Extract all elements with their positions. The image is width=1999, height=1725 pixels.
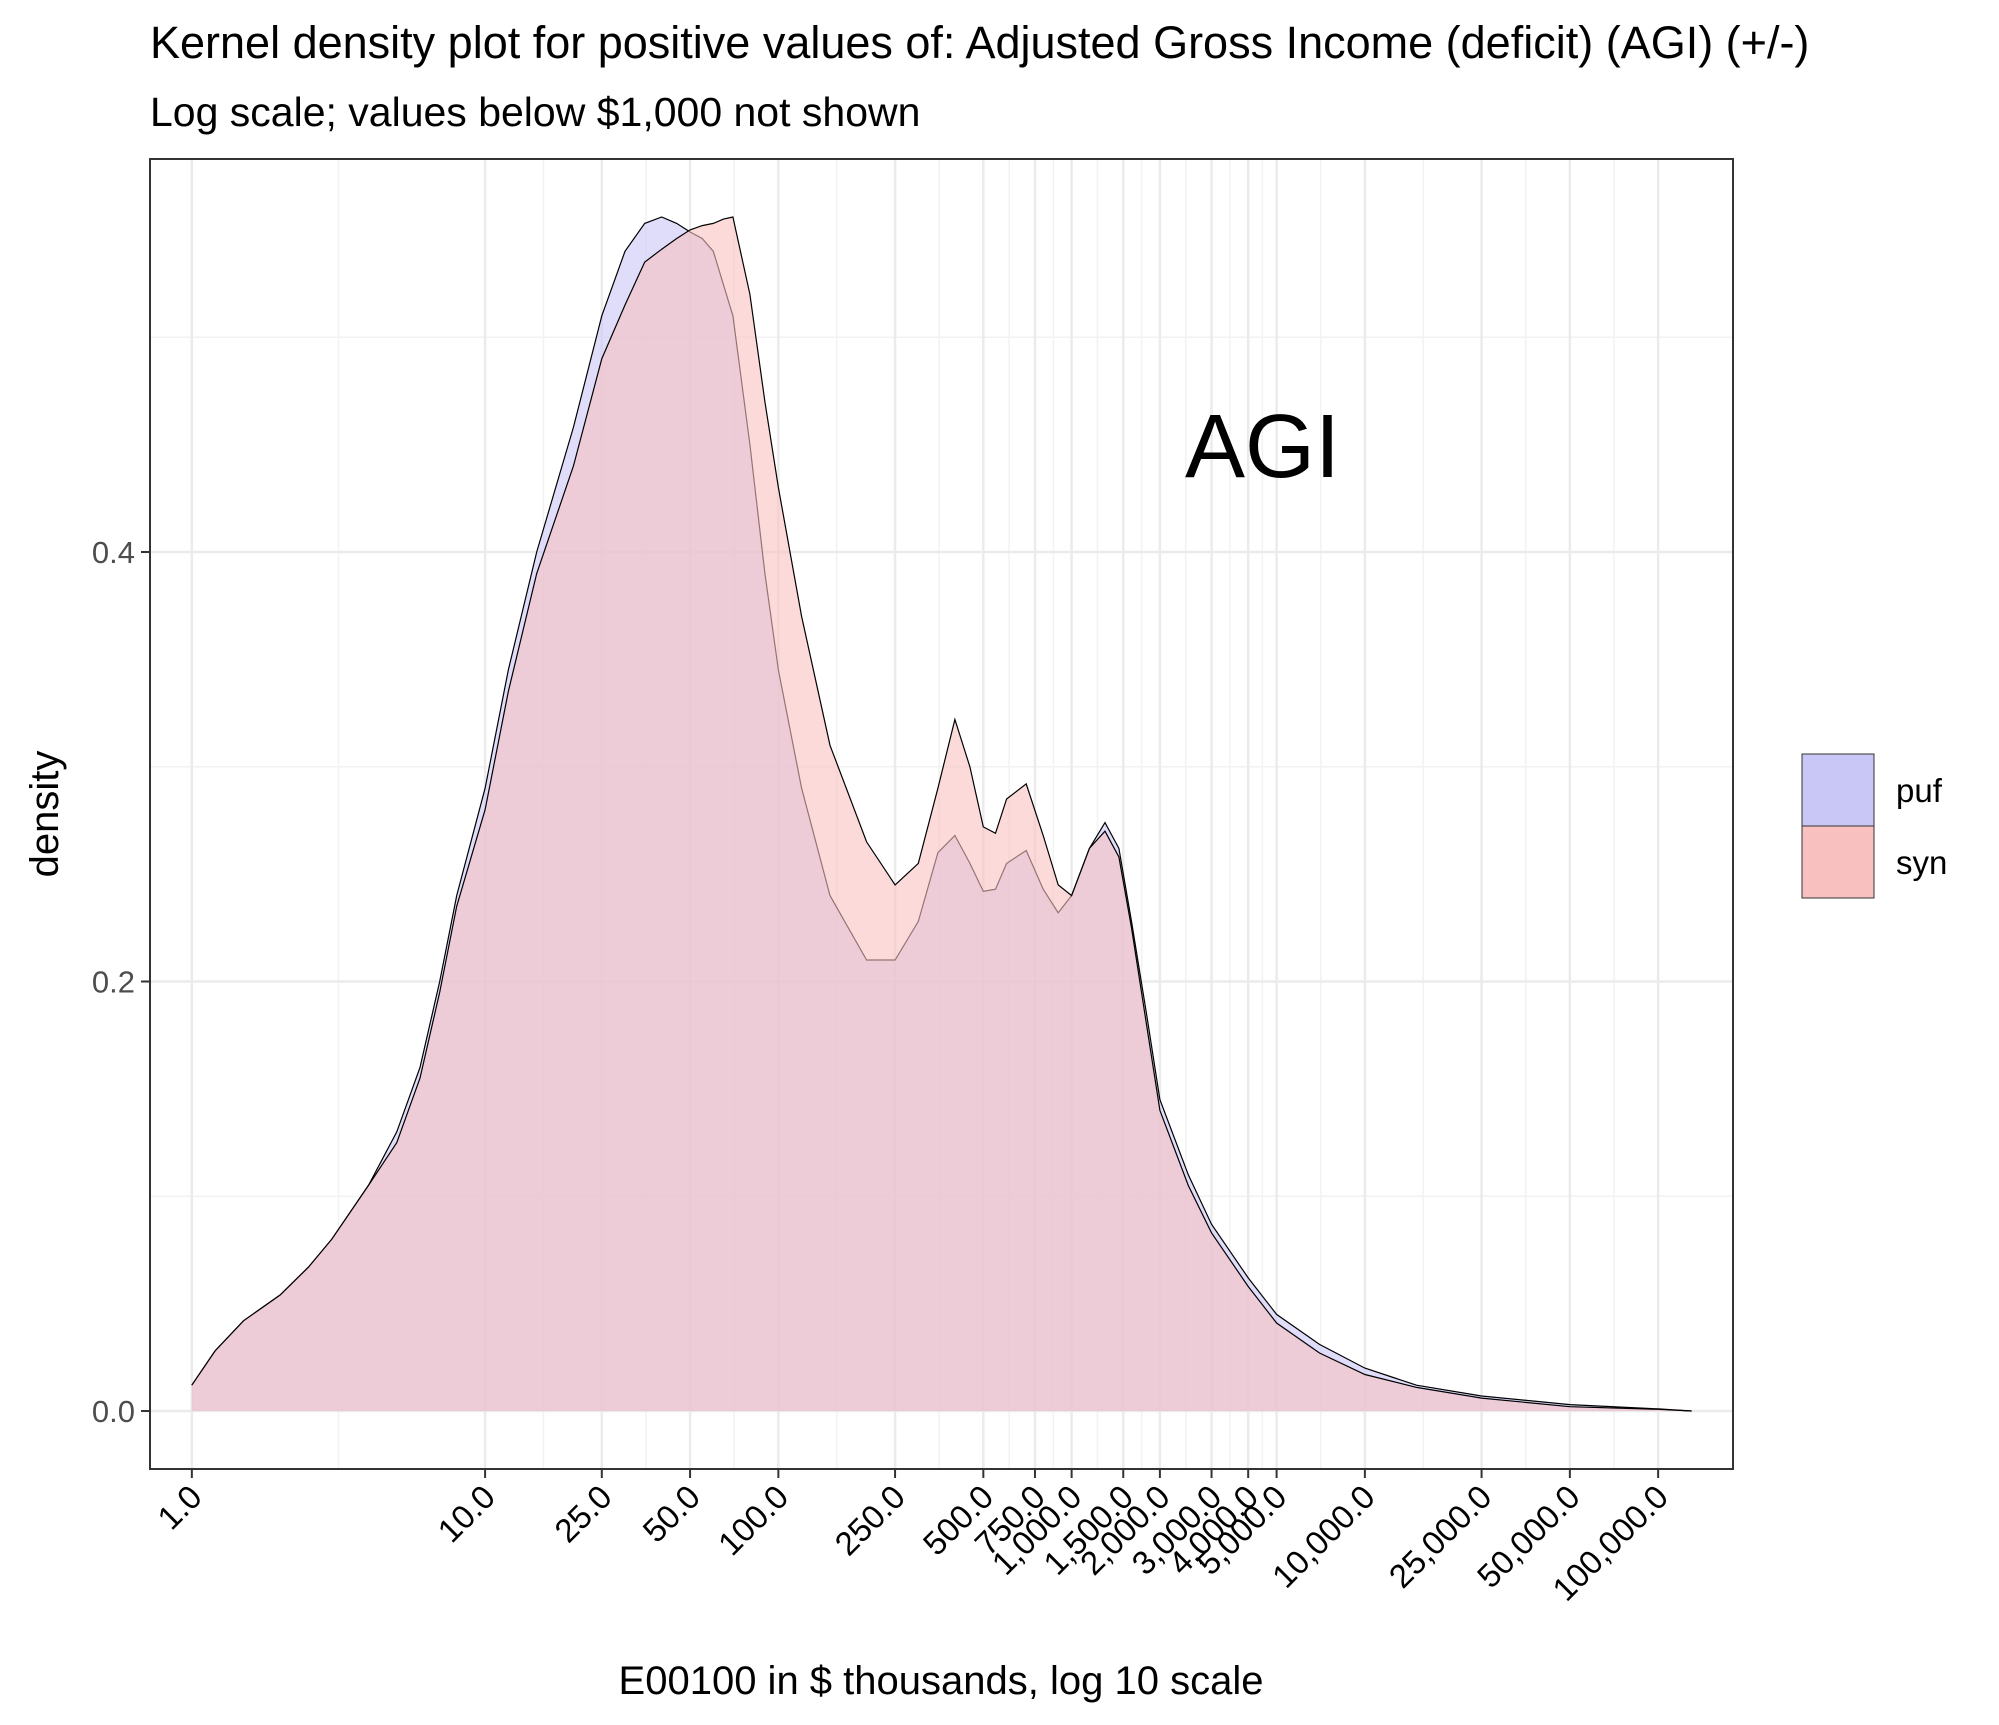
plot-panel-border bbox=[149, 158, 1734, 1470]
x-tick-label: 1.0 bbox=[150, 1478, 209, 1537]
x-tick-label: 250.0 bbox=[827, 1478, 912, 1563]
y-axis: 0.0 0.2 0.4 bbox=[92, 535, 150, 1429]
x-axis-title: E00100 in $ thousands, log 10 scale bbox=[619, 1659, 1264, 1703]
legend-key-puf bbox=[1801, 753, 1875, 827]
x-tick-label: 10.0 bbox=[430, 1478, 502, 1550]
legend-label-syn: syn bbox=[1896, 844, 1947, 881]
legend: puf syn bbox=[1801, 753, 1947, 899]
x-tick-label: 50.0 bbox=[635, 1478, 707, 1550]
chart-title: Kernel density plot for positive values … bbox=[150, 17, 1809, 68]
density-areas bbox=[191, 216, 1692, 1412]
x-tick-label: 100.0 bbox=[711, 1478, 796, 1563]
agi-annotation: AGI bbox=[1185, 397, 1340, 497]
y-tick-label: 0.2 bbox=[92, 965, 135, 1000]
y-tick-label: 0.0 bbox=[92, 1394, 135, 1429]
x-tick-label: 25.0 bbox=[547, 1478, 619, 1550]
y-tick-label: 0.4 bbox=[92, 535, 135, 570]
y-axis-title: density bbox=[23, 751, 67, 878]
density-area-syn bbox=[191, 217, 1692, 1411]
legend-label-puf: puf bbox=[1896, 772, 1943, 809]
x-axis: 1.0 10.0 25.0 50.0 100.0 250.0 500.0750.01,000… bbox=[150, 1469, 1675, 1608]
density-outline-syn bbox=[191, 216, 1692, 1412]
legend-key-syn bbox=[1801, 825, 1875, 899]
chart-subtitle: Log scale; values below $1,000 not shown bbox=[150, 89, 920, 135]
